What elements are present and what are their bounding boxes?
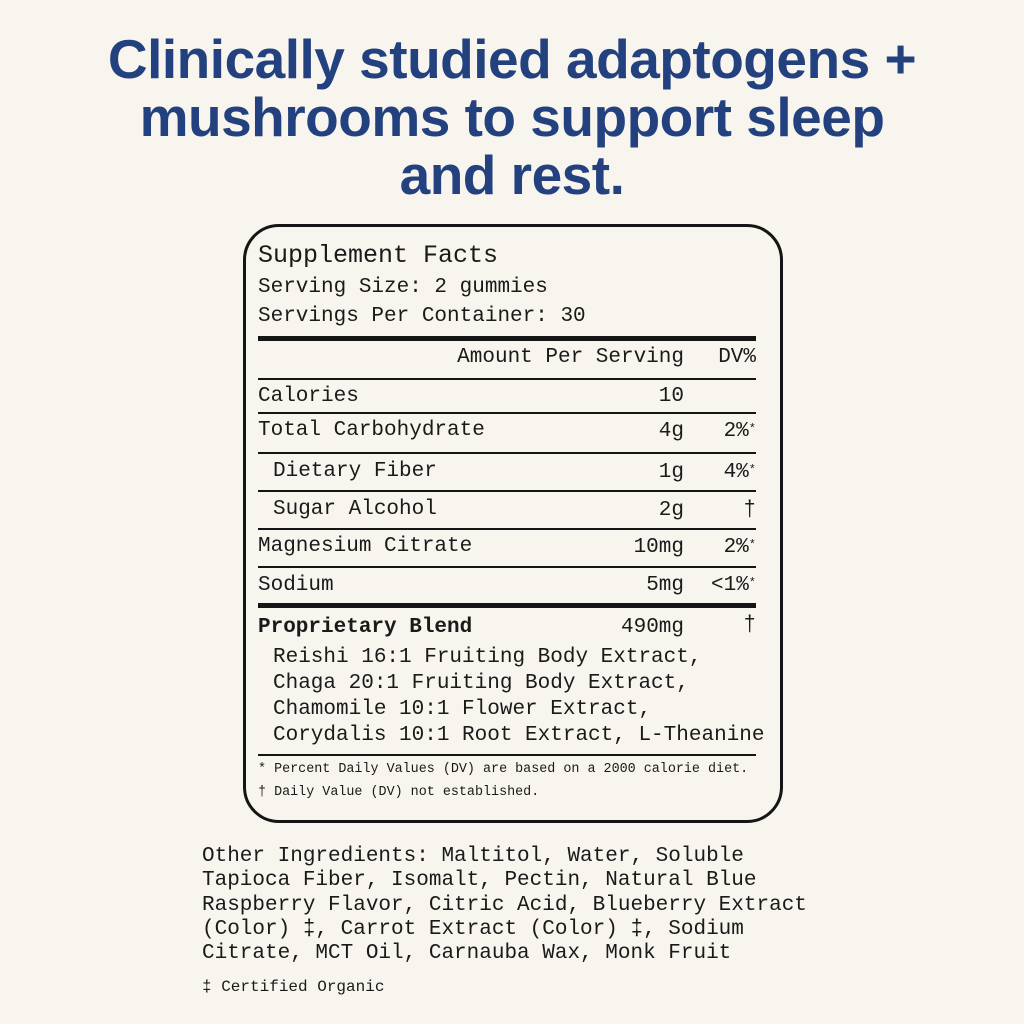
headline-line: and rest. bbox=[399, 144, 625, 206]
blend-ingredient: Chamomile 10:1 Flower Extract, bbox=[273, 698, 652, 721]
headline: Clinically studied adaptogens + mushroom… bbox=[0, 30, 1024, 204]
row-name: Magnesium Citrate bbox=[258, 535, 473, 558]
row-dv: 2%* bbox=[723, 420, 756, 443]
row-amount: 5mg bbox=[646, 574, 684, 597]
row-amount: 1g bbox=[658, 461, 684, 484]
divider bbox=[258, 566, 756, 568]
row-amount: 10 bbox=[658, 385, 684, 408]
divider bbox=[258, 378, 756, 380]
facts-title: Supplement Facts bbox=[258, 241, 499, 270]
divider bbox=[258, 412, 756, 414]
blend-amount: 490mg bbox=[620, 616, 684, 639]
row-dv: † bbox=[743, 499, 756, 522]
row-name: Total Carbohydrate bbox=[258, 419, 485, 442]
headline-line: Clinically studied adaptogens + bbox=[107, 28, 917, 90]
divider bbox=[258, 603, 756, 608]
row-name: Dietary Fiber bbox=[273, 460, 437, 483]
blend-dv: † bbox=[743, 614, 756, 637]
blend-ingredient: Corydalis 10:1 Root Extract, L-Theanine bbox=[273, 724, 765, 747]
servings-per-container: Servings Per Container: 30 bbox=[258, 305, 586, 328]
footnote-percent-dv: * Percent Daily Values (DV) are based on… bbox=[258, 762, 749, 777]
blend-ingredient: Chaga 20:1 Fruiting Body Extract, bbox=[273, 672, 689, 695]
divider bbox=[258, 452, 756, 454]
row-name: Sugar Alcohol bbox=[273, 498, 437, 521]
footnote-dv-not-established: † Daily Value (DV) not established. bbox=[258, 785, 540, 800]
row-name: Sodium bbox=[258, 574, 334, 597]
row-amount: 4g bbox=[658, 420, 684, 443]
supplement-facts-panel bbox=[243, 224, 783, 823]
blend-name: Proprietary Blend bbox=[258, 616, 473, 639]
divider bbox=[258, 528, 756, 530]
row-amount: 10mg bbox=[633, 536, 684, 559]
row-dv: 4%* bbox=[723, 461, 756, 484]
col-amount-header: Amount Per Serving bbox=[457, 346, 684, 369]
blend-ingredient: Reishi 16:1 Fruiting Body Extract, bbox=[273, 646, 702, 669]
serving-size: Serving Size: 2 gummies bbox=[258, 276, 548, 299]
divider bbox=[258, 490, 756, 492]
row-dv: <1%* bbox=[710, 574, 756, 597]
row-amount: 2g bbox=[658, 499, 684, 522]
col-dv-header: DV% bbox=[718, 346, 756, 369]
certified-organic-note: ‡ Certified Organic bbox=[202, 978, 385, 996]
divider bbox=[258, 336, 756, 341]
row-name: Calories bbox=[258, 385, 359, 408]
row-dv: 2%* bbox=[723, 536, 756, 559]
other-ingredients: Other Ingredients: Maltitol, Water, Solu… bbox=[202, 845, 807, 966]
divider bbox=[258, 754, 756, 756]
headline-line: mushrooms to support sleep bbox=[139, 86, 885, 148]
